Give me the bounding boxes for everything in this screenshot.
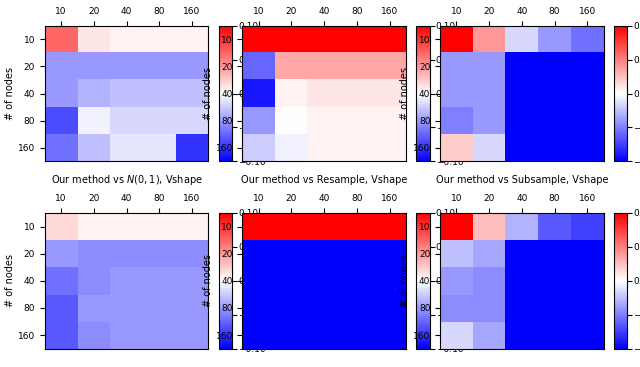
Y-axis label: # of nodes: # of nodes [203, 254, 212, 307]
Y-axis label: # of nodes: # of nodes [203, 67, 212, 120]
Title: Our method vs $N(0,1)$, Vshape: Our method vs $N(0,1)$, Vshape [51, 173, 202, 187]
Y-axis label: # of nodes: # of nodes [5, 254, 15, 307]
Y-axis label: # of nodes: # of nodes [5, 67, 15, 120]
Y-axis label: # of nodes: # of nodes [401, 67, 410, 120]
Title: Our method vs Resample, Vshape: Our method vs Resample, Vshape [241, 175, 407, 185]
Title: Our method vs Subsample, Vshape: Our method vs Subsample, Vshape [436, 175, 608, 185]
Y-axis label: # of nodes: # of nodes [401, 254, 410, 307]
